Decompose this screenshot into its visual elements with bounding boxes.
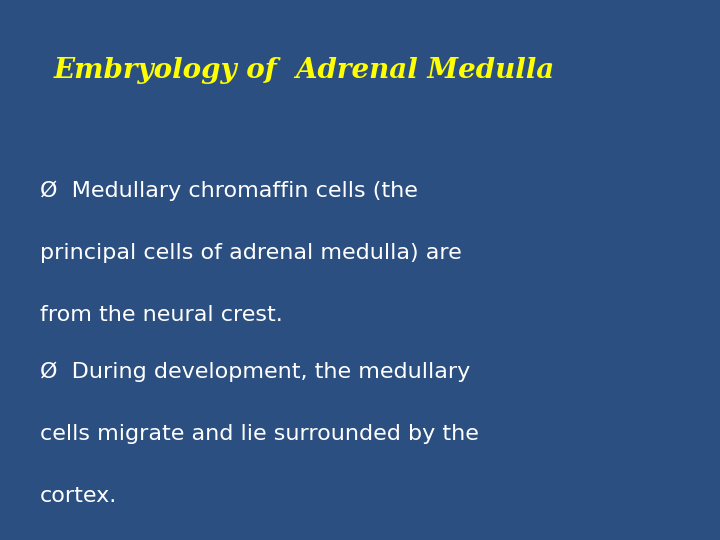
Text: Ø  During development, the medullary: Ø During development, the medullary — [40, 362, 470, 382]
Text: Embryology of  Adrenal Medulla: Embryology of Adrenal Medulla — [54, 57, 555, 84]
Text: from the neural crest.: from the neural crest. — [40, 305, 282, 325]
Text: cells migrate and lie surrounded by the: cells migrate and lie surrounded by the — [40, 424, 479, 444]
Text: Ø  Medullary chromaffin cells (the: Ø Medullary chromaffin cells (the — [40, 181, 418, 201]
Text: cortex.: cortex. — [40, 486, 117, 506]
Text: principal cells of adrenal medulla) are: principal cells of adrenal medulla) are — [40, 243, 462, 263]
